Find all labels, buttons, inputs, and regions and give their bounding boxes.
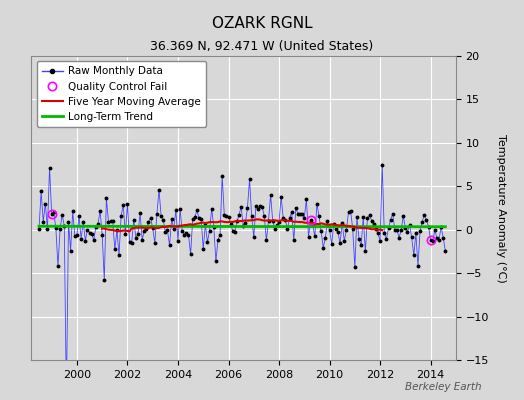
Text: OZARK RGNL: OZARK RGNL (212, 16, 312, 31)
Legend: Raw Monthly Data, Quality Control Fail, Five Year Moving Average, Long-Term Tren: Raw Monthly Data, Quality Control Fail, … (37, 61, 206, 127)
Text: Berkeley Earth: Berkeley Earth (406, 382, 482, 392)
Text: 36.369 N, 92.471 W (United States): 36.369 N, 92.471 W (United States) (150, 40, 374, 53)
Y-axis label: Temperature Anomaly (°C): Temperature Anomaly (°C) (496, 134, 506, 282)
